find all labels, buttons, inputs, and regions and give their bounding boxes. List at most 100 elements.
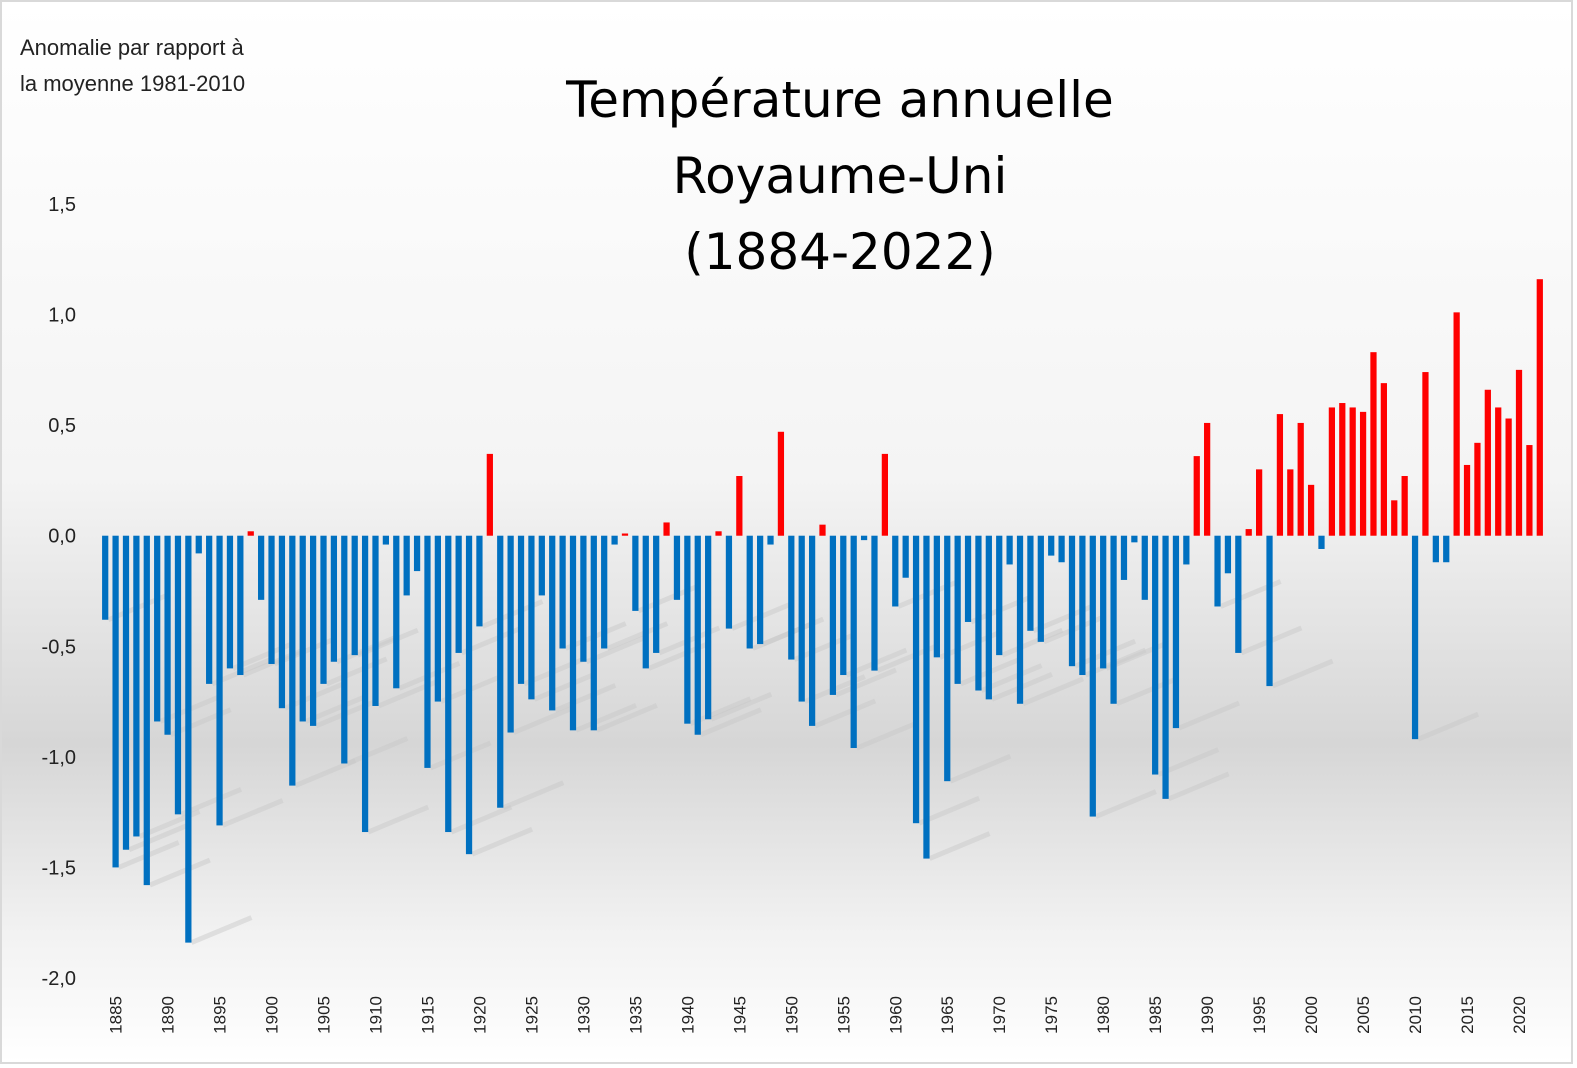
bar-1926 [538,535,545,596]
bar-1939 [673,535,681,600]
bar-1963 [923,535,930,859]
bar-1898 [247,531,254,536]
bar-1943 [715,531,722,536]
bar-shadow [699,707,762,738]
bar-2014 [1453,312,1460,536]
x-tick-label: 1935 [626,996,645,1034]
x-tick-label: 1920 [470,996,489,1034]
x-tick-label: 2020 [1510,996,1529,1034]
bar-1899 [258,535,265,600]
x-axis-ticks: 1885 1890 1895 1900 1905 1910 1915 1920 1925 1930… [107,996,1529,1034]
bar-1980 [1100,535,1107,669]
bar-1970 [996,535,1003,656]
bar-shadow [814,698,877,729]
bar-1944 [725,535,733,629]
y-tick-label: -2,0 [42,968,76,990]
bar-shadow [1271,658,1334,689]
bar-2003 [1339,403,1346,536]
bar-1942 [705,535,712,720]
bar-1941 [694,535,701,735]
bar-2017 [1484,389,1491,536]
bar-shadow [429,740,492,771]
bar-1923 [507,535,514,733]
bar-shadow [1178,700,1241,731]
bar-1955 [840,535,847,676]
bar-1902 [289,535,296,786]
bar-shadow [471,826,534,857]
bar-1925 [528,535,535,700]
bar-1921 [486,453,493,536]
x-tick-label: 2015 [1458,996,1477,1034]
bar-1997 [1276,414,1284,536]
bar-1920 [476,535,483,627]
bar-1973 [1027,535,1034,631]
bar-2021 [1526,445,1533,536]
bar-1991 [1214,535,1221,607]
bar-2009 [1401,476,1408,536]
bar-1975 [1048,535,1055,556]
x-tick-label: 1970 [990,996,1009,1034]
bar-1940 [684,535,691,724]
bar-1935 [632,535,639,611]
bar-shadow [575,703,638,733]
bar-1885 [112,535,119,868]
bar-1932 [601,535,608,649]
bar-shadow [190,915,253,945]
bar-2016 [1474,442,1481,536]
bar-1897 [237,535,244,676]
bar-1929 [569,535,577,731]
bar-1989 [1193,456,1200,536]
bar-shadow [367,804,430,835]
bar-1915 [424,535,431,768]
bar-1998 [1287,469,1294,536]
bar-1913 [403,535,410,596]
bar-1962 [912,535,920,824]
bar-1987 [1172,535,1180,729]
x-tick-label: 1950 [782,996,801,1034]
bar-2018 [1495,407,1502,536]
bar-1949 [777,431,785,536]
bar-1995 [1256,469,1263,536]
bar-1993 [1235,535,1242,653]
bar-1911 [382,535,389,545]
bar-shadow [1022,676,1085,707]
bar-1893 [195,535,202,554]
bar-1914 [413,535,421,572]
bar-1922 [497,535,504,808]
bar-2007 [1380,383,1387,536]
bar-1884 [102,535,109,620]
bar-1937 [653,535,660,653]
bar-1887 [133,535,140,837]
bar-shadow [1094,789,1157,819]
bar-1951 [798,535,805,702]
bar-shadow [294,758,357,788]
bar-shadow [928,831,991,861]
bar-shadow [533,672,596,702]
bar-1886 [122,535,130,850]
bar-1931 [590,535,597,731]
x-tick-label: 1940 [678,996,697,1034]
bar-1905 [320,535,327,684]
bar-1936 [642,535,649,669]
y-tick-label: 0,5 [48,415,76,437]
bar-1961 [902,535,909,578]
bar-shadow [855,720,918,751]
x-tick-label: 1930 [574,996,593,1034]
bar-1896 [226,535,234,669]
bar-2004 [1349,407,1356,536]
y-axis-caption: Anomalie par rapport à la moyenne 1981-2… [20,35,246,96]
bar-1972 [1016,535,1024,704]
x-tick-label: 1910 [366,996,385,1034]
bar-shadow [221,798,284,828]
y-tick-label: 1,5 [48,194,76,216]
y-tick-label: -0,5 [42,636,76,658]
bar-1976 [1058,535,1065,563]
bar-1967 [964,535,972,622]
bar-1956 [850,535,857,749]
bar-2001 [1318,535,1325,549]
bar-shadow [710,691,773,722]
bar-1981 [1110,535,1117,704]
bar-1966 [954,535,961,684]
bar-1948 [767,535,774,545]
bar-2006 [1370,352,1377,536]
